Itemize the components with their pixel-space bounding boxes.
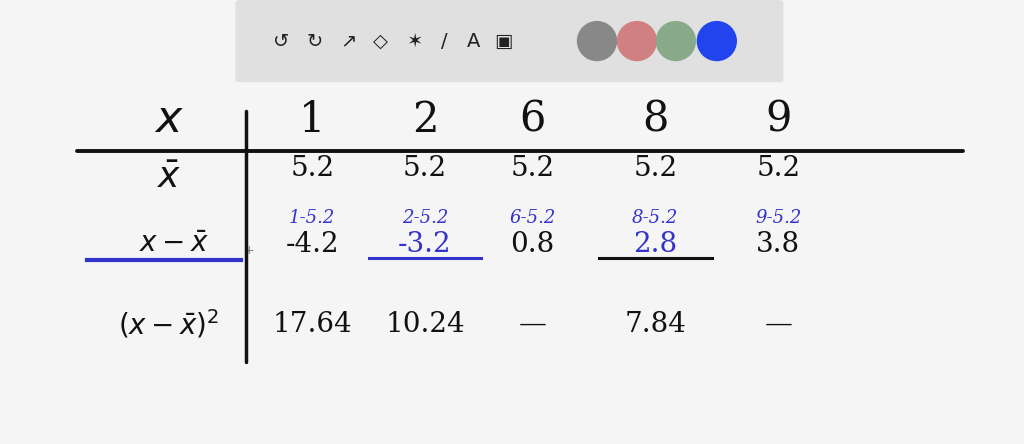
- Text: 1-5.2: 1-5.2: [289, 209, 336, 226]
- Text: ↻: ↻: [306, 32, 323, 51]
- Text: $\bar{x}$: $\bar{x}$: [157, 161, 181, 194]
- Text: 5.2: 5.2: [290, 155, 335, 182]
- Text: 10.24: 10.24: [385, 311, 465, 337]
- Text: 5.2: 5.2: [633, 155, 678, 182]
- Text: +: +: [244, 244, 254, 258]
- Text: 5.2: 5.2: [510, 155, 555, 182]
- Text: A: A: [466, 32, 480, 51]
- Text: 6-5.2: 6-5.2: [509, 209, 556, 226]
- Ellipse shape: [578, 22, 616, 60]
- Text: 0.8: 0.8: [510, 231, 555, 258]
- Ellipse shape: [697, 22, 736, 60]
- Text: 6: 6: [519, 99, 546, 141]
- Text: 8-5.2: 8-5.2: [632, 209, 679, 226]
- Text: $x - \bar{x}$: $x - \bar{x}$: [139, 231, 209, 258]
- Text: $x$: $x$: [154, 98, 184, 142]
- FancyBboxPatch shape: [236, 0, 783, 82]
- Text: ◇: ◇: [374, 32, 388, 51]
- Text: /: /: [441, 32, 447, 51]
- Text: —: —: [518, 311, 547, 337]
- Text: -3.2: -3.2: [398, 231, 452, 258]
- Text: 7.84: 7.84: [625, 311, 686, 337]
- Text: ▣: ▣: [495, 32, 513, 51]
- Text: 2-5.2: 2-5.2: [401, 209, 449, 226]
- Text: 17.64: 17.64: [272, 311, 352, 337]
- Ellipse shape: [656, 22, 695, 60]
- Text: ✶: ✶: [407, 32, 423, 51]
- Text: ↺: ↺: [273, 32, 290, 51]
- Text: 5.2: 5.2: [402, 155, 447, 182]
- Text: 3.8: 3.8: [756, 231, 801, 258]
- Text: $(x - \bar{x})^2$: $(x - \bar{x})^2$: [119, 308, 219, 341]
- Text: 1: 1: [299, 99, 326, 141]
- Text: 2: 2: [412, 99, 438, 141]
- Text: -4.2: -4.2: [286, 231, 339, 258]
- Text: 5.2: 5.2: [756, 155, 801, 182]
- Text: 2.8: 2.8: [633, 231, 678, 258]
- Text: 8: 8: [642, 99, 669, 141]
- Text: 9-5.2: 9-5.2: [755, 209, 802, 226]
- Ellipse shape: [617, 22, 656, 60]
- Text: —: —: [764, 311, 793, 337]
- Text: 9: 9: [765, 99, 792, 141]
- Text: ↗: ↗: [340, 32, 356, 51]
